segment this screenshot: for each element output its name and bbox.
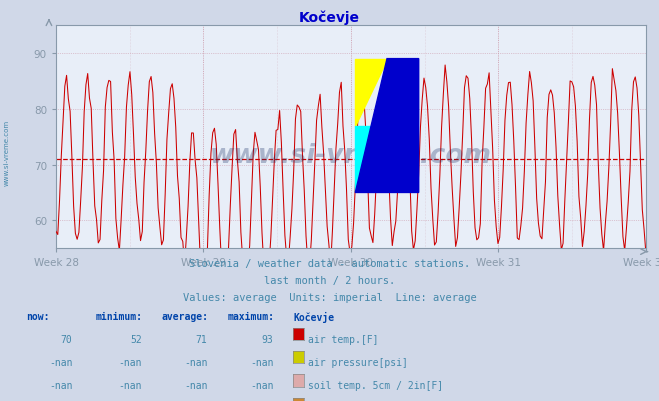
Polygon shape [355,59,387,126]
Text: air temp.[F]: air temp.[F] [308,334,378,344]
Text: -nan: -nan [250,357,273,367]
Text: 93: 93 [262,334,273,344]
Text: -nan: -nan [250,381,273,391]
Text: last month / 2 hours.: last month / 2 hours. [264,275,395,286]
Text: Kočevje: Kočevje [299,10,360,24]
Text: -nan: -nan [118,357,142,367]
Text: minimum:: minimum: [96,311,142,321]
Text: Kočevje: Kočevje [293,311,334,322]
Text: -nan: -nan [118,381,142,391]
Text: maximum:: maximum: [227,311,274,321]
Text: www.si-vreme.com: www.si-vreme.com [3,119,10,185]
Text: 70: 70 [61,334,72,344]
Text: -nan: -nan [184,357,208,367]
Text: -nan: -nan [49,381,72,391]
Text: average:: average: [161,311,208,321]
Text: now:: now: [26,311,50,321]
Text: -nan: -nan [184,381,208,391]
Text: 52: 52 [130,334,142,344]
Polygon shape [355,126,387,193]
Text: Slovenia / weather data - automatic stations.: Slovenia / weather data - automatic stat… [189,259,470,269]
Text: soil temp. 5cm / 2in[F]: soil temp. 5cm / 2in[F] [308,381,443,391]
Text: Values: average  Units: imperial  Line: average: Values: average Units: imperial Line: av… [183,292,476,302]
Text: air pressure[psi]: air pressure[psi] [308,357,408,367]
Text: 71: 71 [196,334,208,344]
Polygon shape [355,59,418,193]
Text: www.si-vreme.com: www.si-vreme.com [210,142,492,168]
Text: -nan: -nan [49,357,72,367]
